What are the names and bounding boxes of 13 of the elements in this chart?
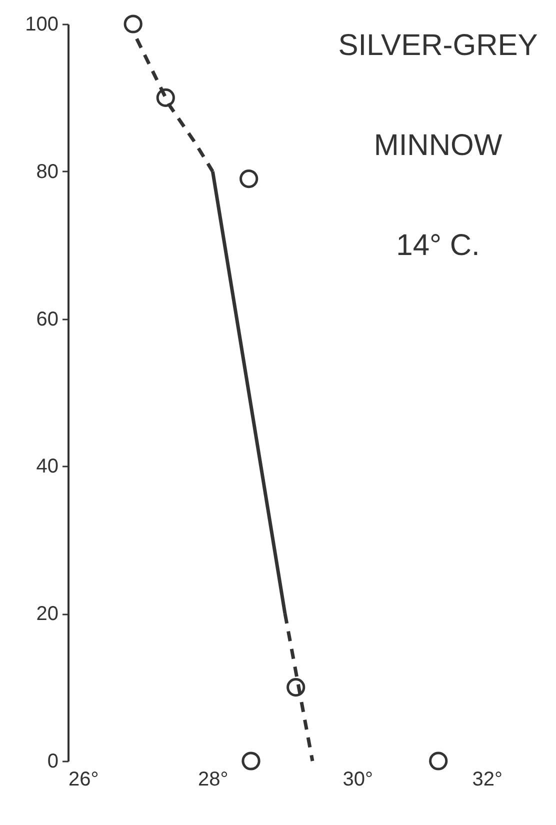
annotation: 14° C.: [396, 229, 480, 262]
y-tick-label: 80: [36, 160, 58, 183]
y-tick-label: 40: [36, 456, 58, 478]
y-tick-label: 0: [47, 750, 58, 772]
x-tick-label: 30°: [342, 768, 373, 790]
annotation: MINNOW: [374, 129, 503, 162]
x-tick-label: 26°: [68, 768, 99, 790]
y-tick-label: 60: [36, 308, 58, 330]
x-tick-label: 28°: [198, 768, 228, 790]
y-tick-label: 20: [36, 603, 58, 626]
x-tick-label: 32°: [472, 768, 502, 790]
y-tick-label: 100: [25, 14, 58, 36]
annotation: SILVER-GREY: [338, 29, 538, 62]
